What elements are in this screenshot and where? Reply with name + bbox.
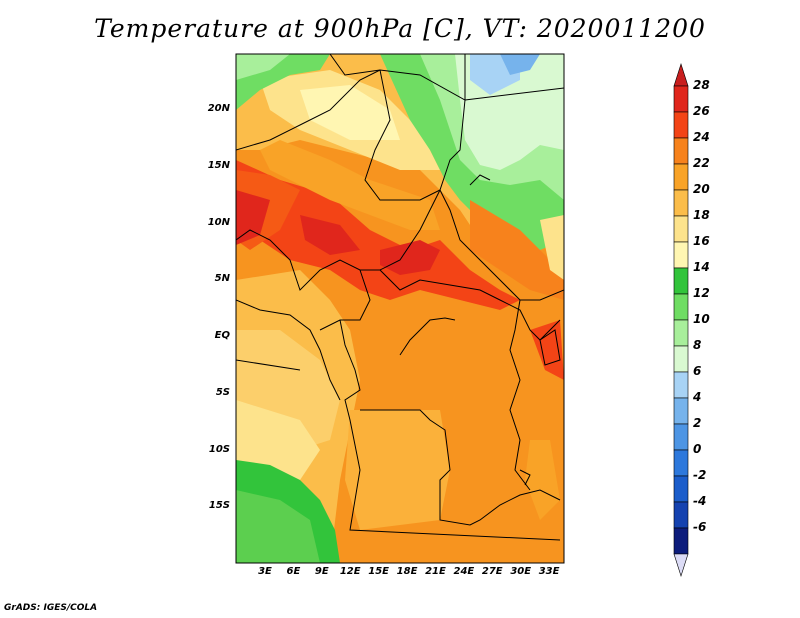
lat-tick-label: 5S (215, 386, 230, 398)
colorbar-swatch (673, 397, 689, 425)
colorbar-label: 26 (693, 104, 710, 118)
lat-tick-label: 5N (214, 273, 230, 285)
lat-tick-label: 10S (208, 443, 230, 455)
colorbar-label: 24 (693, 130, 710, 144)
colorbar-swatch (673, 423, 689, 451)
colorbar-swatch (673, 241, 689, 269)
colorbar-swatch (673, 319, 689, 347)
colorbar-bottom-arrow (673, 553, 689, 577)
colorbar-swatch (673, 371, 689, 399)
colorbar-swatch (673, 189, 689, 217)
colorbar-label: 14 (693, 260, 710, 274)
lat-tick-label: 20N (207, 103, 230, 114)
chart-title: Temperature at 900hPa [C], VT: 202001120… (94, 14, 706, 43)
colorbar-label: 4 (693, 390, 702, 404)
lon-tick-label: 33E (538, 566, 560, 577)
colorbar-swatch (673, 163, 689, 191)
colorbar-swatch (673, 527, 689, 555)
colorbar-swatch (673, 85, 689, 113)
colorbar-label: 8 (693, 338, 702, 352)
lon-tick-label: 6E (286, 566, 301, 577)
colorbar-label: 16 (693, 234, 710, 248)
colorbar-label: 10 (693, 312, 710, 326)
country-borders (236, 54, 564, 541)
lon-tick-label: 12E (339, 566, 361, 577)
colorbar-swatch (673, 137, 689, 165)
colorbar-label: 20 (693, 182, 710, 196)
colorbar-swatch (673, 293, 689, 321)
colorbar-label: 2 (693, 416, 702, 430)
colorbar-swatch (673, 267, 689, 295)
lon-tick-label: 15E (368, 566, 389, 577)
lat-tick-label: 15N (207, 159, 230, 171)
colorbar-label: 12 (693, 286, 710, 300)
colorbar-swatch (673, 501, 689, 529)
lon-tick-label: 30E (510, 566, 532, 577)
lon-tick-label: 21E (425, 566, 446, 577)
lon-tick-label: 24E (453, 566, 475, 577)
colorbar-label: 6 (693, 364, 702, 378)
lat-tick-label: 15S (208, 500, 230, 512)
colorbar-swatch (673, 111, 689, 139)
colorbar-label: -4 (693, 494, 707, 508)
lon-tick-label: 9E (314, 566, 329, 577)
lat-tick-label: EQ (214, 330, 230, 341)
colorbar-label: -6 (693, 520, 707, 534)
grads-credit: GrADS: IGES/COLA (4, 603, 98, 613)
lon-tick-label: 3E (258, 566, 272, 577)
colorbar-swatch (673, 449, 689, 477)
colorbar-label: -2 (693, 468, 707, 482)
colorbar-swatch (673, 345, 689, 373)
colorbar-label: 0 (693, 442, 702, 456)
colorbar-label: 28 (693, 78, 710, 92)
colorbar-swatch (673, 475, 689, 503)
colorbar-swatch (673, 215, 689, 243)
lon-tick-label: 18E (396, 566, 418, 577)
colorbar-top-arrow (673, 63, 689, 87)
colorbar-label: 22 (693, 156, 710, 170)
colorbar-label: 18 (693, 208, 710, 222)
colorbar (673, 63, 689, 577)
lon-tick-label: 27E (481, 566, 503, 577)
map-fill (236, 54, 564, 563)
lat-tick-label: 10N (207, 216, 230, 228)
